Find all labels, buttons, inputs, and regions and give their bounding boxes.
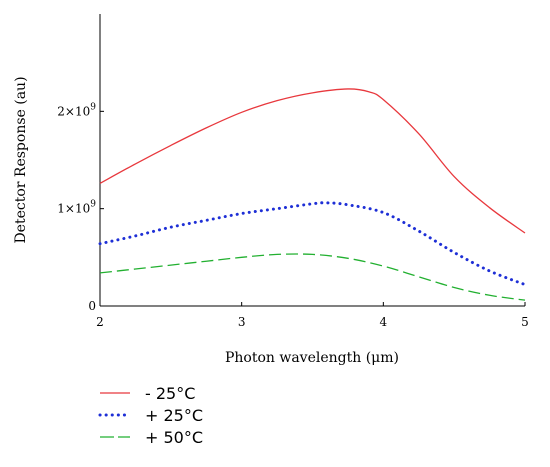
x-tick-label: 2 (96, 315, 104, 329)
plot-area (99, 14, 525, 307)
series-lines (98, 88, 527, 301)
x-tick-label: 4 (380, 315, 388, 329)
series-line-3 (99, 253, 526, 301)
x-tick-label: 3 (238, 315, 246, 329)
legend-label-1: - 25°C (145, 384, 195, 403)
y-tick-label: 0 (88, 299, 96, 313)
legend-label-3: + 50°C (145, 428, 203, 447)
legend: - 25°C + 25°C + 50°C (98, 384, 203, 447)
legend-label-2: + 25°C (145, 406, 203, 425)
y-tick-label: 1×109 (57, 200, 96, 216)
series-line-2 (98, 201, 527, 287)
x-tick-label: 5 (521, 315, 529, 329)
series-line-1 (99, 88, 526, 234)
x-ticks: 2 3 4 5 (96, 302, 529, 329)
y-ticks: 0 1×109 2×109 (57, 102, 104, 313)
y-tick-label: 2×109 (57, 102, 96, 118)
x-axis-title: Photon wavelength (μm) (225, 350, 399, 366)
y-axis-title: Detector Response (au) (13, 76, 29, 243)
